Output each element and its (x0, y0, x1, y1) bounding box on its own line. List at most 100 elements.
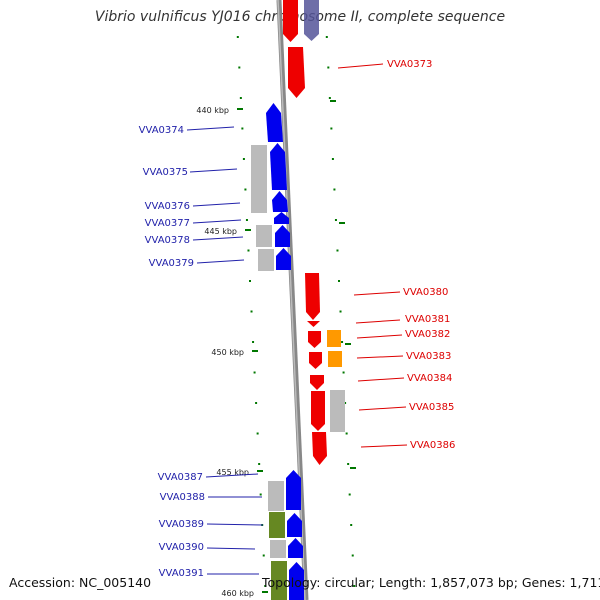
gene-arrow-vva0380 (305, 273, 320, 320)
orange-feature (328, 351, 342, 367)
scale-label: 450 kbp (211, 348, 244, 357)
guide-dot (245, 219, 248, 221)
chromosome-backbone (276, 0, 309, 600)
scale-tick (257, 470, 263, 472)
scale-label: 440 kbp (196, 106, 229, 115)
guide-dot (327, 66, 330, 69)
scale-label: 455 kbp (216, 468, 249, 477)
scale-tick (262, 591, 268, 593)
label-leader (189, 168, 238, 173)
gene-label-vva0382[interactable]: VVA0382 (405, 329, 450, 340)
guide-dot (264, 585, 267, 587)
guide-dot (247, 249, 250, 252)
guide-dot (241, 127, 244, 130)
scale-tick (345, 343, 351, 345)
scale-tick (245, 229, 251, 231)
gene-arrow-vva0389 (287, 513, 302, 537)
gene-label-vva0378[interactable]: VVA0378 (145, 235, 190, 246)
gene-arrow-vva0378 (275, 225, 290, 247)
gene-label-vva0386[interactable]: VVA0386 (410, 440, 455, 451)
gene-arrow-vva0386 (312, 432, 327, 465)
gene-arrow-vva0377 (274, 212, 289, 224)
label-leader (206, 523, 264, 526)
gene-arrow-vva0390 (288, 538, 303, 558)
scale-tick (330, 100, 336, 102)
guide-dot (238, 66, 241, 69)
guide-dot (350, 524, 353, 526)
label-leader (353, 291, 401, 296)
grey-feature (258, 249, 274, 271)
orange-feature (327, 330, 341, 347)
gene-label-vva0390[interactable]: VVA0390 (159, 542, 204, 553)
sequence-summary: Topology: circular; Length: 1,857,073 bp… (262, 575, 600, 590)
guide-dot (330, 127, 333, 130)
label-leader (192, 202, 241, 207)
scale-label: 445 kbp (204, 227, 237, 236)
gene-label-vva0389[interactable]: VVA0389 (159, 519, 204, 530)
grey-feature (268, 481, 284, 511)
label-leader (355, 319, 401, 324)
guide-dot (244, 188, 247, 191)
guide-dot (259, 493, 262, 496)
gene-label-vva0377[interactable]: VVA0377 (145, 218, 190, 229)
purple-feature (304, 34, 319, 41)
label-leader (356, 334, 403, 339)
gene-label-vva0380[interactable]: VVA0380 (403, 287, 448, 298)
label-leader (337, 63, 384, 69)
right-tick-guide (325, 36, 356, 587)
scale-tick (350, 467, 356, 469)
gene-label-vva0375[interactable]: VVA0375 (143, 167, 188, 178)
guide-dot (325, 36, 328, 38)
map-title: Vibrio vulnificus YJ016 chromosome II, c… (94, 9, 506, 25)
gene-label-vva0391[interactable]: VVA0391 (159, 568, 204, 579)
scale-tick (252, 350, 258, 352)
olive-feature (271, 561, 287, 600)
gene-arrow-vva0376 (272, 191, 288, 212)
guide-dot (333, 188, 336, 191)
guide-dot (255, 402, 258, 404)
label-leader (192, 236, 244, 241)
label-leader (205, 473, 259, 478)
guide-dot (341, 341, 344, 343)
gene-arrow-vva0375 (270, 143, 287, 190)
guide-dot (347, 463, 350, 465)
gene-arrow-vva0384 (310, 375, 324, 390)
guide-dot (338, 280, 340, 282)
guide-dot (236, 36, 239, 38)
gene-label-vva0374[interactable]: VVA0374 (139, 125, 184, 136)
chromosome-backbone-highlight (277, 0, 306, 600)
gene-label-vva0379[interactable]: VVA0379 (149, 258, 194, 269)
gene-arrow-vva0373 (288, 47, 305, 98)
gene-arrow-vva0381 (307, 321, 320, 327)
gene-label-vva0383[interactable]: VVA0383 (406, 351, 451, 362)
gene-label-vva0381[interactable]: VVA0381 (405, 314, 450, 325)
guide-dot (328, 97, 331, 99)
gene-arrow-vva0383 (309, 352, 322, 369)
grey-feature (251, 145, 267, 213)
label-leader (192, 219, 242, 224)
guide-dot (348, 493, 351, 496)
purple-feature (304, 0, 319, 34)
guide-dot (342, 371, 345, 374)
gene-label-vva0388[interactable]: VVA0388 (160, 492, 205, 503)
guide-dot (353, 585, 356, 587)
label-leader (356, 355, 404, 359)
guide-dot (336, 249, 339, 252)
scale-tick (339, 222, 345, 224)
gene-arrow-vva0387 (286, 470, 301, 510)
forward-gene-arrow (283, 34, 298, 42)
gene-label-vva0385[interactable]: VVA0385 (409, 402, 454, 413)
gene-label-vva0384[interactable]: VVA0384 (407, 373, 452, 384)
gene-arrow-vva0391 (289, 562, 304, 600)
label-leader (360, 444, 408, 448)
guide-dot (242, 158, 245, 160)
guide-dot (334, 219, 337, 221)
guide-dot (258, 463, 261, 465)
gene-label-vva0387[interactable]: VVA0387 (158, 472, 203, 483)
guide-dot (331, 158, 334, 160)
gene-label-vva0373[interactable]: VVA0373 (387, 59, 432, 70)
grey-feature (256, 225, 272, 247)
gene-label-vva0376[interactable]: VVA0376 (145, 201, 190, 212)
grey-feature (330, 390, 345, 432)
